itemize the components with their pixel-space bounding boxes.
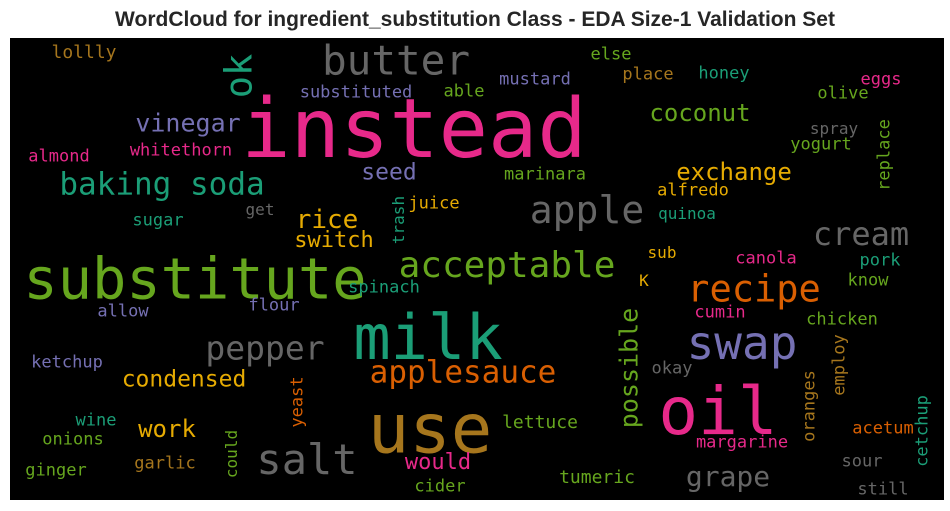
word-honey: honey — [698, 63, 750, 84]
word-flour: flour — [248, 295, 300, 316]
word-apple: apple — [529, 188, 645, 232]
word-acetum: acetum — [852, 418, 914, 439]
word-possible: possible — [614, 307, 644, 429]
word-swap: swap — [686, 316, 798, 370]
word-yogurt: yogurt — [790, 134, 852, 155]
word-seed: seed — [361, 159, 417, 186]
word-ginger: ginger — [25, 460, 87, 481]
word-exchange: exchange — [676, 158, 792, 186]
word-cetchup: cetchup — [912, 395, 933, 467]
word-chicken: chicken — [806, 309, 878, 330]
word-substituted: substituted — [299, 82, 413, 103]
word-ketchup: ketchup — [31, 352, 103, 373]
word-rice: rice — [295, 205, 359, 235]
word-replace: replace — [874, 119, 895, 191]
word-alfredo: alfredo — [657, 180, 729, 201]
word-pepper: pepper — [205, 328, 325, 368]
word-acceptable: acceptable — [398, 245, 616, 286]
word-could: could — [222, 429, 241, 479]
word-recipe: recipe — [687, 267, 821, 311]
word-allow: allow — [97, 301, 149, 322]
word-canola: canola — [735, 248, 797, 269]
word-use: use — [367, 389, 493, 470]
word-eggs: eggs — [860, 69, 902, 90]
word-salt: salt — [256, 435, 358, 484]
word-oil: oil — [658, 373, 778, 450]
word-wine: wine — [75, 410, 117, 431]
word-yeast: yeast — [287, 376, 308, 428]
word-lettuce: lettuce — [502, 412, 578, 433]
word-garlic: garlic — [134, 453, 196, 474]
word-sugar: sugar — [132, 210, 184, 231]
word-applesauce: applesauce — [369, 354, 557, 391]
word-switch: switch — [294, 228, 374, 253]
word-sour: sour — [841, 451, 883, 472]
word-coconut: coconut — [649, 99, 751, 127]
word-place: place — [622, 64, 674, 85]
word-margarine: margarine — [695, 432, 789, 453]
word-trash: trash — [389, 195, 408, 245]
word-milk: milk — [353, 301, 503, 374]
word-juice: juice — [408, 193, 460, 214]
word-lollly: lollly — [51, 42, 117, 63]
word-spinach: spinach — [348, 277, 420, 298]
word-marinara: marinara — [504, 164, 586, 185]
word-condensed: condensed — [121, 366, 247, 393]
word-else: else — [590, 44, 632, 65]
word-olive: olive — [817, 83, 869, 104]
word-butter: butter — [321, 38, 471, 85]
word-would: would — [404, 450, 472, 475]
word-k: K — [639, 271, 649, 290]
chart-title: WordCloud for ingredient_substitution Cl… — [115, 8, 835, 31]
word-baking-soda: baking soda — [59, 166, 265, 203]
word-grape: grape — [685, 460, 771, 493]
word-still: still — [857, 479, 909, 500]
word-sub: sub — [647, 243, 677, 262]
word-know: know — [847, 270, 889, 291]
word-okay: okay — [651, 358, 693, 379]
word-whitethorn: whitethorn — [129, 140, 233, 161]
word-spray: spray — [809, 119, 859, 138]
word-cream: cream — [812, 215, 910, 253]
word-cloud-canvas: instead substitute use milk oil swap butter sal… — [10, 38, 944, 500]
word-substitute: substitute — [23, 246, 367, 313]
word-get: get — [245, 200, 275, 219]
word-mustard: mustard — [499, 69, 571, 90]
word-almond: almond — [28, 146, 90, 167]
word-work: work — [138, 415, 196, 443]
word-oranges: oranges — [799, 370, 820, 442]
word-quinoa: quinoa — [658, 204, 716, 223]
word-instead: instead — [241, 82, 587, 177]
word-pork: pork — [859, 250, 901, 271]
word-employ: employ — [829, 334, 850, 396]
word-onions: onions — [42, 429, 104, 450]
word-cumin: cumin — [694, 302, 746, 323]
word-able: able — [443, 81, 485, 102]
word-cider: cider — [414, 476, 466, 497]
word-tumeric: tumeric — [559, 467, 635, 488]
word-vinegar: vinegar — [135, 108, 241, 138]
word-ok: ok — [217, 53, 261, 99]
